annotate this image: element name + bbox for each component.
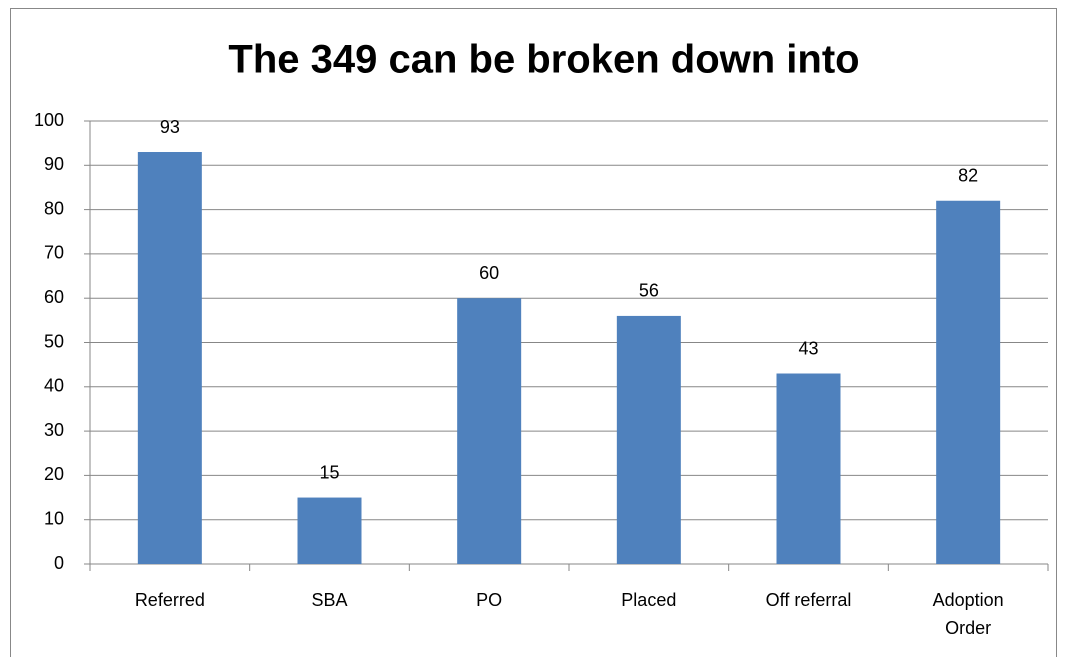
bar [137, 152, 202, 564]
y-tick-label: 80 [44, 198, 64, 218]
bar [936, 200, 1001, 565]
x-tick-label: Adoption Order [932, 590, 1004, 638]
chart-frame [10, 8, 1057, 657]
x-tick-label: SBA [311, 590, 348, 610]
chart-title: The 349 can be broken down into [228, 38, 859, 82]
y-tick-label: 0 [54, 553, 64, 573]
y-tick-label: 100 [34, 110, 64, 130]
data-label: 82 [958, 165, 978, 185]
y-tick-label: 30 [44, 420, 64, 440]
y-tick-label: 90 [44, 154, 64, 174]
y-tick-label: 60 [44, 287, 64, 307]
y-tick-label: 10 [44, 508, 64, 528]
bar [457, 298, 522, 564]
data-label: 15 [319, 462, 339, 482]
bar [776, 373, 841, 564]
y-tick-label: 40 [44, 376, 64, 396]
x-tick-label: PO [476, 590, 503, 610]
data-label: 93 [160, 117, 180, 137]
data-label: 60 [479, 263, 499, 283]
x-tick-label: Referred [134, 590, 205, 610]
bar [616, 315, 681, 564]
y-tick-label: 70 [44, 243, 64, 263]
data-label: 56 [639, 281, 659, 301]
y-tick-label: 50 [44, 331, 64, 351]
x-tick-label: Placed [621, 590, 677, 610]
data-label: 43 [798, 338, 818, 358]
x-tick-label: Off referral [765, 590, 852, 610]
y-tick-label: 20 [44, 464, 64, 484]
bar [297, 497, 362, 564]
